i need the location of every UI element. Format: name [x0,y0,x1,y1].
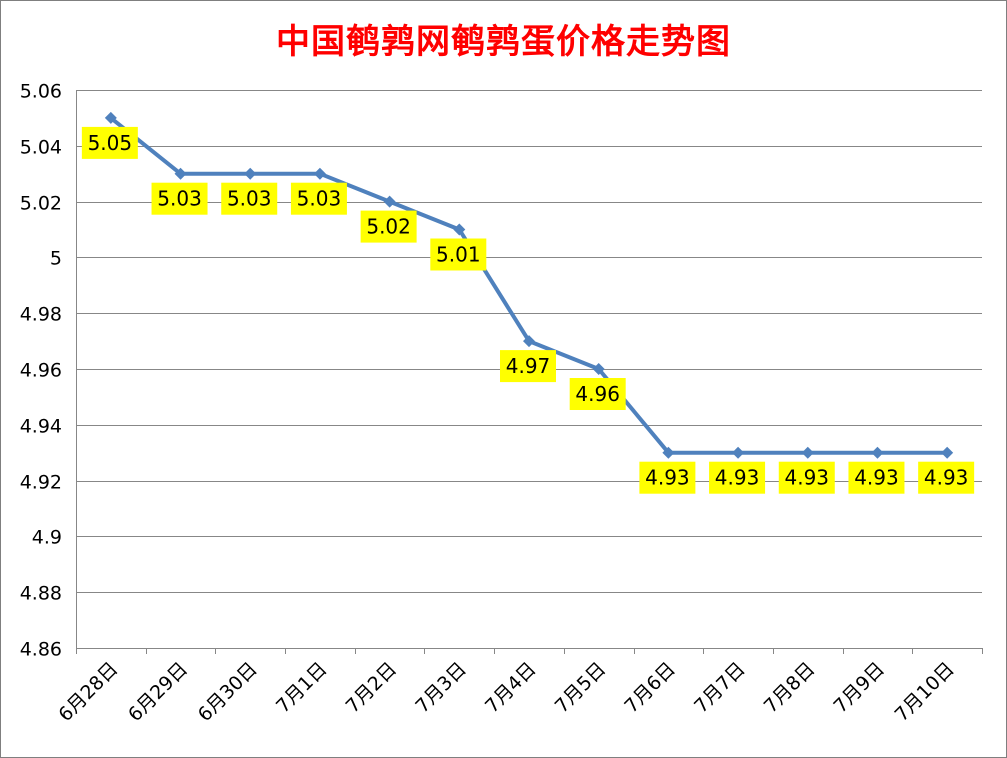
data-point [383,195,396,208]
data-label: 4.93 [854,466,899,490]
data-label-bg [151,182,208,215]
data-label-bg [569,378,626,410]
y-tick-label: 4.9 [32,527,62,549]
x-tick-label: 7月10日 [891,658,959,726]
data-point [592,363,605,375]
data-label-bg [290,182,347,215]
data-label: 5.02 [366,215,411,239]
y-tick-label: 5.06 [20,81,62,103]
data-label: 4.93 [785,466,830,490]
data-label-bg [848,461,905,494]
y-tick-label: 4.96 [20,360,62,382]
x-axis-ticks: 6月28日 6月29日 6月30日 7月1日 7月2日 7月3日 7月4日 7月5日 7月6日 7… [54,658,958,726]
data-label: 4.93 [924,466,969,490]
y-axis-ticks: 5.06 5.04 5.02 5 4.98 4.96 4.94 4.92 4.9 4.88 4.86 [20,81,62,661]
y-tick-label: 4.86 [20,639,62,661]
y-tick-label: 4.98 [20,304,62,326]
data-label-bg [500,350,556,383]
x-tick-label: 6月30日 [194,658,262,726]
data-label: 5.05 [88,131,133,155]
x-tick-label: 7月2日 [342,658,402,718]
data-label-bg [360,210,417,243]
data-label-bg [221,182,278,215]
data-label: 4.96 [575,382,620,406]
data-point [523,335,535,348]
data-point [453,223,466,236]
y-tick-label: 4.94 [20,416,62,438]
x-tick-label: 6月29日 [124,658,192,726]
x-tick-label: 7月7日 [690,658,750,718]
data-point [871,446,884,459]
x-tick-label: 7月8日 [760,658,820,718]
x-tick-label: 7月4日 [481,658,541,718]
data-label: 5.01 [436,243,481,267]
x-tick-label: 7月6日 [620,658,680,718]
x-tick-label: 7月3日 [411,658,471,718]
data-label: 4.93 [715,466,760,490]
chart-title: 中国鹌鹑网鹌鹑蛋价格走势图 [276,22,731,62]
data-label-bg [639,461,696,494]
data-label: 5.03 [227,187,272,211]
data-label-bg [81,126,138,159]
data-point [941,446,954,459]
series-line [109,116,948,455]
data-point [313,167,326,180]
data-label: 5.03 [157,187,202,211]
data-point [732,446,745,459]
x-tick-label: 7月1日 [272,658,332,718]
data-labels: 5.05 5.03 5.03 5.03 5.02 5.01 4.97 4.96 4.93 4.93… [81,126,975,494]
y-tick-label: 5.02 [20,193,62,215]
data-label-bg [430,238,487,271]
data-label-bg [918,461,975,494]
x-tick-label: 7月5日 [551,658,611,718]
x-tick-label: 7月9日 [829,658,889,718]
series [104,111,954,459]
data-point [801,446,814,459]
data-label-bg [778,461,835,494]
data-point [104,111,117,124]
data-label-bg [709,461,766,494]
data-point [174,167,187,180]
data-label: 5.03 [297,187,342,211]
y-tick-label: 4.92 [20,472,62,494]
axes [76,90,983,654]
x-tick-label: 6月28日 [54,658,122,726]
data-label: 4.97 [506,354,551,378]
y-tick-label: 4.88 [20,583,62,605]
data-point [662,446,675,459]
data-point [244,167,257,180]
y-tick-label: 5.04 [20,137,62,159]
data-label: 4.93 [645,466,690,490]
y-tick-label: 5 [50,248,62,270]
